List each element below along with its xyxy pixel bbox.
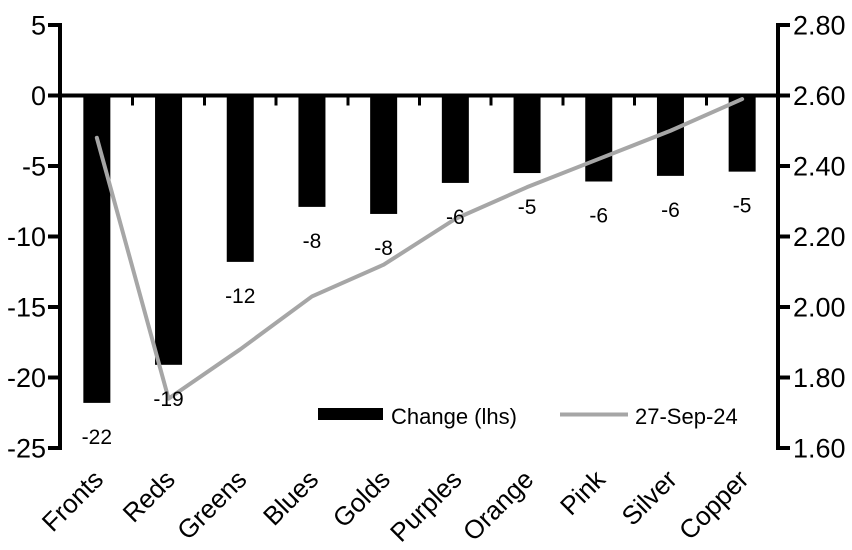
x-axis-label-orange: Orange: [457, 464, 540, 547]
bar-label-reds: -19: [153, 388, 183, 411]
left-axis-tick-label: -20: [7, 363, 46, 393]
right-axis-tick-label: 2.20: [793, 222, 846, 252]
legend-swatch-change-lhs-: [318, 408, 383, 420]
right-axis-tick-label: 1.80: [793, 363, 846, 393]
bar-blues: [298, 95, 326, 207]
x-axis-label-pink: Pink: [554, 463, 612, 521]
bar-pink: [585, 95, 613, 182]
left-axis-tick-label: 0: [31, 81, 46, 111]
bar-orange: [513, 95, 541, 174]
bar-label-orange: -5: [518, 196, 537, 219]
x-axis-label-purples: Purples: [384, 464, 468, 548]
bar-reds: [155, 95, 183, 365]
right-axis-tick-label: 2.60: [793, 81, 846, 111]
x-axis-label-reds: Reds: [117, 464, 181, 528]
right-axis-tick-label: 2.80: [793, 11, 846, 41]
bar-label-pink: -6: [589, 205, 608, 228]
bar-label-fronts: -22: [82, 426, 112, 449]
bar-label-silver: -6: [661, 199, 680, 222]
left-axis-tick-label: -10: [7, 222, 46, 252]
x-axis-label-copper: Copper: [673, 464, 755, 546]
x-axis-label-golds: Golds: [327, 464, 396, 533]
x-axis-label-fronts: Fronts: [36, 464, 109, 537]
right-axis-tick-label: 2.00: [793, 293, 846, 323]
bar-label-golds: -8: [374, 237, 393, 260]
x-axis-label-blues: Blues: [257, 464, 324, 531]
bar-label-copper: -5: [733, 195, 752, 218]
left-axis-tick-label: -15: [7, 293, 46, 323]
right-axis-tick-label: 2.40: [793, 152, 846, 182]
bar-fronts: [83, 95, 111, 403]
bar-label-greens: -12: [225, 285, 255, 308]
left-axis-tick-label: -25: [7, 434, 46, 464]
left-axis-tick-label: 5: [31, 11, 46, 41]
bar-label-purples: -6: [446, 206, 465, 229]
right-axis-tick-label: 1.60: [793, 434, 846, 464]
legend-label-change-lhs-: Change (lhs): [391, 404, 517, 429]
bar-purples: [441, 95, 469, 183]
bar-greens: [226, 95, 254, 262]
series-line-27-sep-24: [94, 97, 745, 401]
left-axis-tick-label: -5: [22, 152, 46, 182]
bar-copper: [728, 95, 756, 172]
bar-golds: [370, 95, 398, 214]
legend-label-27-sep-24: 27-Sep-24: [635, 404, 738, 429]
x-axis-label-greens: Greens: [171, 464, 253, 546]
x-axis-label-silver: Silver: [616, 464, 683, 531]
bar-label-blues: -8: [303, 230, 322, 253]
